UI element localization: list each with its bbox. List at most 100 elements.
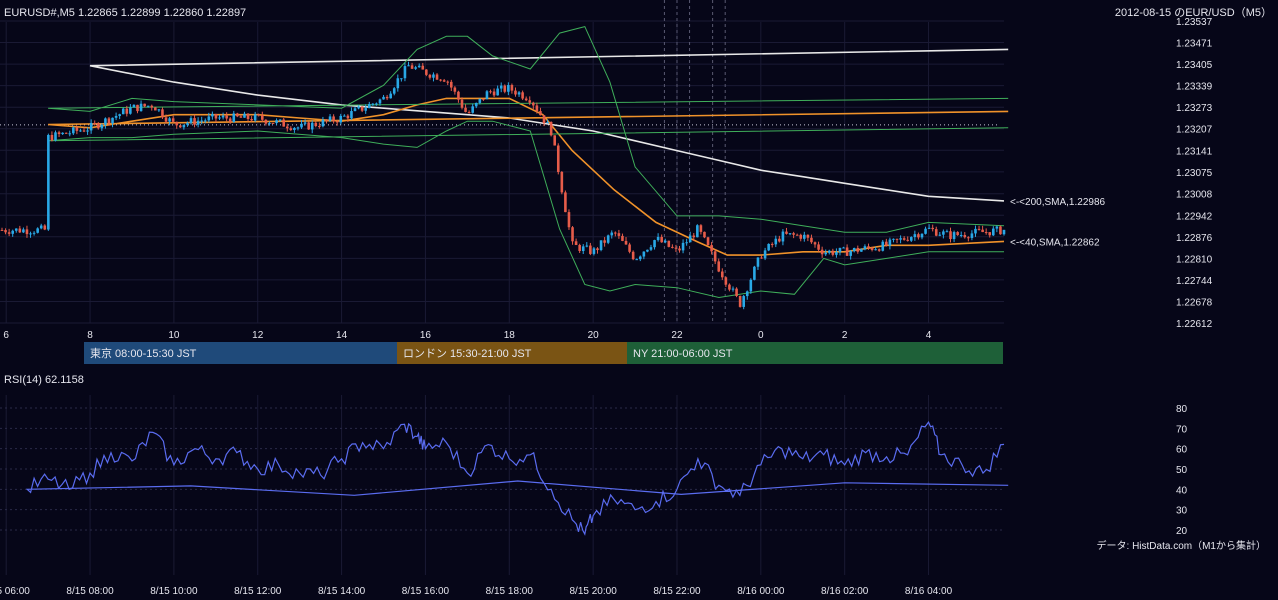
price-tick-label: 1.23405 (1176, 60, 1213, 71)
candle-body (257, 114, 261, 116)
candle-body (578, 245, 581, 252)
candle-body (442, 80, 446, 82)
price-x-tick-label: 4 (926, 330, 932, 341)
candle-body (449, 81, 453, 88)
candle-body (803, 234, 806, 239)
candle-body (225, 115, 228, 119)
candle-body (753, 266, 756, 280)
candle-body (920, 233, 924, 238)
candle-body (186, 122, 189, 125)
candle-body (856, 247, 860, 252)
candle-body (553, 135, 557, 146)
candle-body (164, 117, 168, 122)
candle-body (785, 231, 788, 234)
candle-body (11, 230, 14, 234)
candle-body (967, 237, 970, 239)
candle-body (57, 132, 61, 135)
price-tick-label: 1.23537 (1176, 17, 1213, 28)
candle-body (478, 98, 482, 103)
candle-body (357, 106, 360, 109)
rsi-x-tick-label: 8/16 00:00 (737, 586, 785, 597)
candle-body (161, 109, 164, 118)
candle-body (232, 113, 236, 123)
candle-body (917, 234, 920, 238)
candle-body (246, 113, 250, 119)
candle-body (367, 103, 371, 109)
candle-body (831, 250, 835, 255)
rsi-panel: 80 70 60 50 40 30 20 (0, 404, 1188, 537)
candle-body (567, 212, 571, 228)
candle-body (556, 145, 560, 172)
price-tick-label: 1.22678 (1176, 297, 1213, 308)
candle-body (510, 85, 514, 91)
price-x-tick-label: 0 (758, 330, 764, 341)
session-band (397, 342, 627, 364)
candle-body (517, 92, 521, 95)
candle-body (749, 279, 753, 292)
candle-body (143, 103, 146, 107)
candle-body (621, 235, 624, 241)
candle-body (842, 247, 845, 249)
candle-body (888, 239, 892, 246)
candle-body (703, 231, 706, 238)
candle-body (389, 93, 392, 99)
price-x-tick-label: 20 (588, 330, 600, 341)
session-band (84, 342, 397, 364)
candle-body (631, 251, 635, 260)
candle-body (79, 130, 82, 132)
candle-body (47, 135, 50, 230)
sma200-line (89, 48, 1009, 202)
candle-body (175, 121, 179, 126)
candle-body (314, 122, 318, 127)
candle-body (685, 242, 688, 244)
candle-body (100, 124, 104, 129)
candle-body (945, 231, 949, 233)
candle-body (756, 257, 760, 267)
candle-body (417, 65, 421, 68)
candle-body (535, 105, 539, 112)
candle-body (211, 114, 214, 117)
candle-body (243, 113, 246, 118)
candle-body (310, 122, 314, 130)
candle-body (720, 271, 724, 278)
candle-body (332, 116, 335, 122)
candle-body (713, 251, 717, 262)
candle-body (624, 240, 628, 245)
candle-body (660, 236, 663, 243)
candle-body (817, 244, 820, 250)
candle-body (585, 245, 589, 247)
candle-body (863, 246, 867, 250)
candle-body (924, 228, 927, 234)
candle-body (50, 135, 54, 141)
price-tick-label: 1.23207 (1176, 125, 1213, 136)
rsi-line (25, 421, 1009, 536)
candle-body (496, 88, 499, 96)
candle-body (710, 245, 713, 252)
candle-body (410, 65, 414, 69)
price-tick-label: 1.23008 (1176, 190, 1213, 201)
rsi-tick-label: 40 (1176, 485, 1188, 496)
bollinger-upper-line (48, 26, 1009, 233)
candle-body (813, 242, 817, 245)
rsi-x-tick-label: 8/15 14:00 (318, 586, 366, 597)
candle-body (268, 122, 271, 124)
candle-body (778, 238, 781, 242)
symbol-info: EURUSD#,M5 1.22865 1.22899 1.22860 1.228… (4, 7, 246, 19)
candle-body (696, 225, 699, 238)
candle-body (64, 132, 68, 134)
rsi-tick-label: 80 (1176, 404, 1188, 415)
candle-body (22, 229, 25, 233)
candle-body (963, 234, 967, 238)
candle-body (482, 98, 485, 100)
candle-body (781, 231, 785, 242)
rsi-tick-label: 70 (1176, 424, 1188, 435)
candle-body (507, 85, 510, 92)
candle-body (414, 67, 417, 69)
candle-body (375, 103, 378, 105)
price-x-tick-label: 8 (87, 330, 93, 341)
candle-body (392, 88, 396, 94)
candle-body (467, 111, 471, 113)
rsi-x-tick-label: 8/15 16:00 (402, 586, 450, 597)
candle-body (107, 118, 111, 124)
candle-body (667, 240, 671, 247)
